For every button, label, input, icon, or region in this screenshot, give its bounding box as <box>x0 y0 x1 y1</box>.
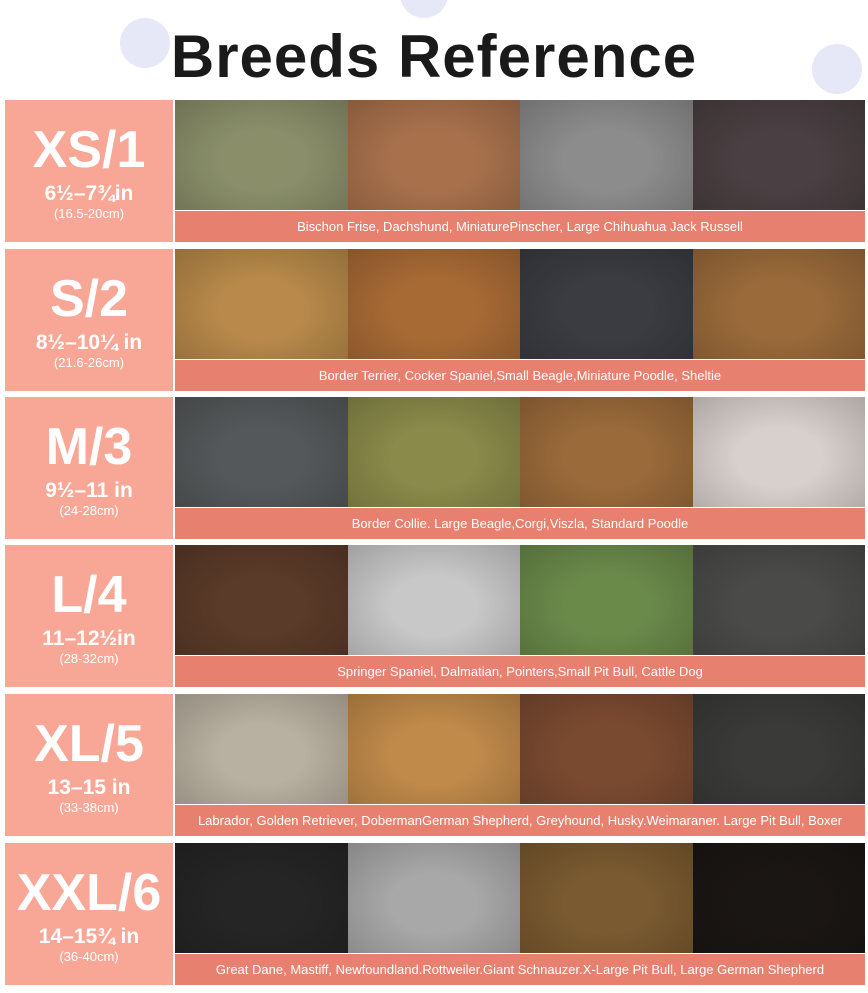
size-name: XXL/6 <box>16 864 162 922</box>
size-inches: 14–15¾ in <box>38 925 140 948</box>
dog-photo <box>347 843 520 953</box>
dog-photo <box>175 843 348 953</box>
photo-strip <box>175 397 865 507</box>
dog-photo <box>520 100 693 210</box>
dog-photo <box>347 249 520 359</box>
size-inches: 9½–11 in <box>45 479 133 502</box>
dog-photo <box>347 397 520 507</box>
dog-photo <box>692 249 865 359</box>
size-cm: (24-28cm) <box>59 503 119 518</box>
size-row: XL/5 13–15 in (33-38cm) Labrador, Golden… <box>5 694 865 836</box>
size-label: XS/1 6½–7¾in (16.5-20cm) <box>5 100 173 242</box>
size-cm: (33-38cm) <box>59 800 119 815</box>
breed-list: Bischon Frise, Dachshund, MiniaturePinsc… <box>175 211 865 242</box>
decor-circle <box>812 44 862 94</box>
size-label: XL/5 13–15 in (33-38cm) <box>5 694 173 836</box>
dog-photo <box>692 100 865 210</box>
photo-strip <box>175 843 865 953</box>
size-row: XXL/6 14–15¾ in (36-40cm) Great Dane, Ma… <box>5 843 865 985</box>
size-cm: (28-32cm) <box>59 651 119 666</box>
dog-photo <box>692 843 865 953</box>
size-cm: (16.5-20cm) <box>53 206 125 221</box>
dog-photo <box>347 100 520 210</box>
dog-photo <box>692 694 865 804</box>
dog-photo <box>520 397 693 507</box>
size-inches: 11–12½in <box>42 627 136 650</box>
dog-photo <box>692 397 865 507</box>
dog-photo <box>175 249 348 359</box>
size-row: L/4 11–12½in (28-32cm) Springer Spaniel,… <box>5 545 865 687</box>
dog-photo <box>347 694 520 804</box>
photo-strip <box>175 545 865 655</box>
size-inches: 6½–7¾in <box>44 182 134 205</box>
breed-list: Border Collie. Large Beagle,Corgi,Viszla… <box>175 508 865 539</box>
page-title: Breeds Reference <box>170 23 698 90</box>
size-label: S/2 8½–10¼ in (21.6-26cm) <box>5 249 173 391</box>
size-label: M/3 9½–11 in (24-28cm) <box>5 397 173 539</box>
size-name: M/3 <box>45 418 133 476</box>
breed-list: Great Dane, Mastiff, Newfoundland.Rottwe… <box>175 954 865 985</box>
size-name: XL/5 <box>34 715 144 773</box>
dog-photo <box>175 100 348 210</box>
size-row: S/2 8½–10¼ in (21.6-26cm) Border Terrier… <box>5 249 865 391</box>
size-cm: (21.6-26cm) <box>53 355 125 370</box>
dog-photo <box>520 249 693 359</box>
dog-photo <box>520 545 693 655</box>
decor-circle <box>400 0 448 18</box>
size-name: L/4 <box>51 566 127 624</box>
size-cm: (36-40cm) <box>59 949 119 964</box>
photo-strip <box>175 100 865 210</box>
size-name: XS/1 <box>32 121 146 179</box>
size-label: XXL/6 14–15¾ in (36-40cm) <box>5 843 173 985</box>
breed-list: Border Terrier, Cocker Spaniel,Small Bea… <box>175 360 865 391</box>
breed-list: Labrador, Golden Retriever, DobermanGerm… <box>175 805 865 836</box>
dog-photo <box>175 545 348 655</box>
breed-list: Springer Spaniel, Dalmatian, Pointers,Sm… <box>175 656 865 687</box>
photo-strip <box>175 249 865 359</box>
size-row: M/3 9½–11 in (24-28cm) Border Collie. La… <box>5 397 865 539</box>
dog-photo <box>520 694 693 804</box>
photo-strip <box>175 694 865 804</box>
size-row: XS/1 6½–7¾in (16.5-20cm) Bischon Frise, … <box>5 100 865 242</box>
decor-circle <box>120 18 170 68</box>
dog-photo <box>692 545 865 655</box>
size-name: S/2 <box>49 270 129 328</box>
dog-photo <box>175 694 348 804</box>
dog-photo <box>175 397 348 507</box>
dog-photo <box>347 545 520 655</box>
size-inches: 8½–10¼ in <box>35 331 143 354</box>
dog-photo <box>520 843 693 953</box>
size-inches: 13–15 in <box>47 776 131 799</box>
size-label: L/4 11–12½in (28-32cm) <box>5 545 173 687</box>
